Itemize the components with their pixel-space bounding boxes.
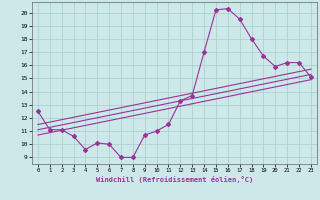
X-axis label: Windchill (Refroidissement éolien,°C): Windchill (Refroidissement éolien,°C) [96, 176, 253, 183]
